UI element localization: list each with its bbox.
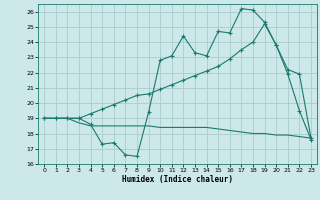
X-axis label: Humidex (Indice chaleur): Humidex (Indice chaleur) xyxy=(122,175,233,184)
